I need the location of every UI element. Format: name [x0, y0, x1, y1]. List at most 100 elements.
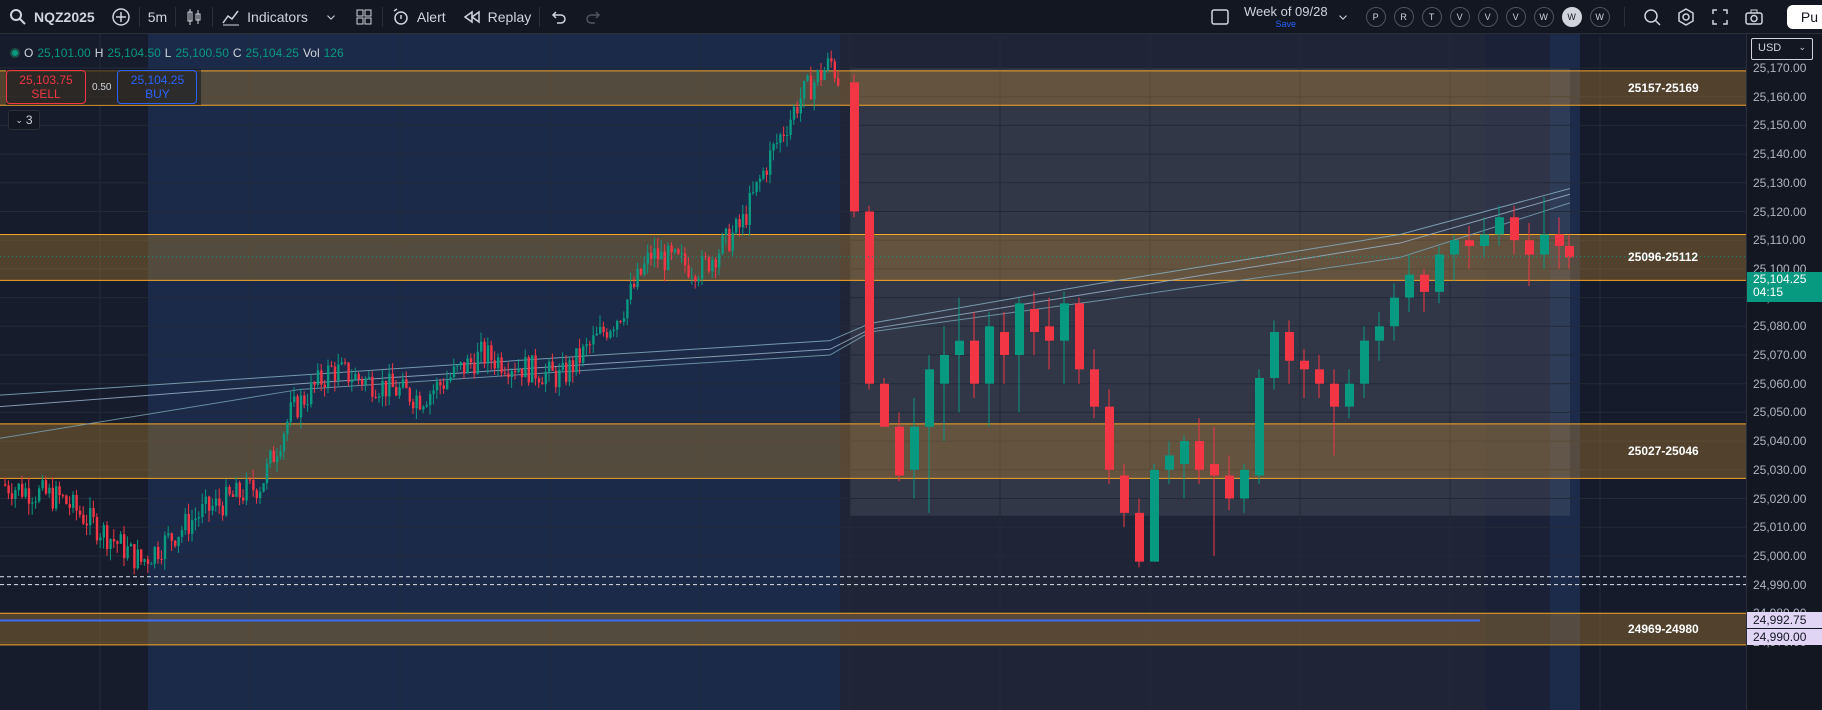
candle-body [1090, 369, 1099, 407]
candle-body [422, 406, 425, 410]
candle-body [276, 456, 279, 462]
candle-body [803, 80, 806, 99]
redo-icon [584, 7, 604, 27]
redo-button[interactable] [576, 0, 612, 34]
candle-body [398, 387, 401, 396]
candle-body [367, 376, 371, 379]
candle-body [255, 490, 258, 499]
candle-body [102, 525, 105, 538]
candle-body [95, 516, 99, 541]
currency-select[interactable]: USD ⌄ [1751, 38, 1813, 60]
replay-button[interactable]: Replay [454, 0, 540, 34]
candle-body [612, 329, 615, 332]
timeframe-button[interactable]: V [1505, 7, 1526, 27]
alarm-icon [391, 7, 411, 27]
candle-body [575, 348, 578, 373]
candle-body [758, 178, 762, 182]
candle-body [265, 463, 269, 484]
candle-body [126, 546, 129, 559]
chevron-down-icon[interactable] [1336, 7, 1350, 27]
replay-label: Replay [487, 8, 532, 25]
session-shade [1550, 34, 1580, 710]
alert-button[interactable]: Alert [383, 0, 454, 34]
candle-body [1135, 512, 1144, 562]
layouts-button[interactable] [346, 0, 382, 34]
candle-body [1255, 377, 1264, 476]
timeframe-button[interactable]: V [1449, 7, 1470, 27]
divider [212, 6, 214, 27]
week-selector[interactable]: Week of 09/28 Save [1244, 5, 1328, 29]
interval-button[interactable]: 5m [140, 0, 175, 34]
symbol-search[interactable]: NQZ2025 [0, 0, 103, 34]
candle-body [809, 75, 813, 100]
candle-body [418, 395, 422, 410]
price-tick: 25,120.00 [1753, 204, 1807, 219]
undo-button[interactable] [540, 0, 576, 34]
chart-canvas[interactable] [0, 34, 1746, 710]
candle-body [228, 486, 231, 495]
candle-body [704, 256, 707, 258]
session-shade [0, 34, 148, 710]
candle-body [286, 421, 289, 435]
settings-icon[interactable] [1676, 7, 1696, 27]
timeframe-button[interactable]: W [1561, 7, 1582, 27]
candle-body [381, 380, 384, 397]
candle-body [327, 365, 330, 388]
candle-body [765, 170, 768, 175]
divider [381, 6, 383, 27]
candle-body [27, 488, 31, 504]
publish-button[interactable]: Pu [1786, 5, 1822, 29]
price-axis[interactable]: USD ⌄ 25,170.00 25,160.00 25,150.00 25,140.… [1746, 34, 1822, 710]
candle-body [677, 249, 680, 254]
candle-body [452, 366, 456, 378]
fullscreen-icon[interactable] [1710, 7, 1730, 27]
collapse-indicators-button[interactable]: ⌄ 3 [8, 110, 40, 130]
candle-body [1210, 464, 1219, 476]
candle-body [10, 493, 14, 499]
candle-body [65, 495, 68, 505]
candle-body [340, 362, 343, 365]
candle-body [561, 362, 564, 371]
ohlc-legend: O 25,101.00 H 25,104.50 L 25,100.50 C 25,104… [10, 46, 344, 60]
chevron-down-icon: ⌄ [1798, 42, 1806, 52]
candle-body [289, 402, 292, 422]
candle-body [408, 388, 411, 402]
compare-button[interactable] [103, 0, 139, 34]
timeframe-button[interactable]: W [1533, 7, 1554, 27]
candle-body [133, 544, 136, 569]
chart-type-button[interactable] [176, 0, 212, 34]
indicators-button[interactable]: Indicators [213, 0, 346, 34]
checkbox-icon[interactable] [1210, 7, 1230, 27]
candle-body [388, 373, 391, 397]
candle-body [517, 368, 520, 373]
low-label: L [164, 46, 172, 60]
chart-pane[interactable]: 25157-25169 25096-25112 25027-25046 24969-2… [0, 34, 1746, 710]
candle-body [1240, 469, 1249, 499]
candle-body [769, 150, 772, 175]
candle-body [1150, 469, 1159, 562]
timeframe-button[interactable]: W [1589, 7, 1610, 27]
timeframe-button[interactable]: V [1477, 7, 1498, 27]
candle-body [1060, 303, 1069, 341]
candle-body [925, 369, 934, 427]
timeframe-button[interactable]: T [1421, 7, 1442, 27]
buy-button[interactable]: 25,104.25 BUY [117, 70, 198, 104]
candle-body [500, 357, 503, 373]
candle-body [910, 426, 919, 470]
camera-icon[interactable] [1744, 7, 1764, 27]
candle-body [163, 535, 167, 560]
open-value: 25,101.00 [37, 46, 91, 60]
candle-body [469, 358, 473, 363]
candle-body [89, 507, 92, 526]
magic-icon[interactable] [1642, 7, 1662, 27]
candle-body [140, 549, 143, 562]
candle-body [197, 517, 201, 519]
sell-button[interactable]: 25,103.75 SELL [6, 70, 86, 104]
candle-body [395, 386, 398, 396]
candle-body [242, 497, 245, 501]
indicator-count: 3 [25, 113, 33, 127]
timeframe-button[interactable]: P [1365, 7, 1386, 27]
timeframe-button[interactable]: R [1393, 7, 1414, 27]
candle-body [58, 486, 61, 496]
divider [138, 6, 140, 27]
